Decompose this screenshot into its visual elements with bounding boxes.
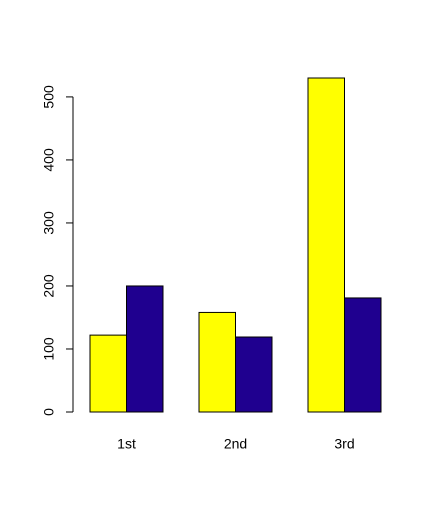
bar [126, 285, 164, 413]
x-tick-label: 2nd [224, 436, 247, 452]
y-tick-label: 300 [41, 211, 57, 235]
x-tick-label: 1st [117, 436, 136, 452]
bar [307, 77, 345, 413]
bar [235, 336, 273, 413]
y-tick-label: 400 [41, 148, 57, 172]
y-tick-label: 100 [41, 337, 57, 361]
bar [344, 297, 382, 413]
y-tick-label: 0 [41, 408, 57, 416]
bar [198, 311, 236, 413]
bar [89, 334, 127, 413]
y-tick-label: 200 [41, 274, 57, 298]
x-tick-label: 3rd [334, 436, 354, 452]
y-tick-label: 500 [41, 85, 57, 109]
